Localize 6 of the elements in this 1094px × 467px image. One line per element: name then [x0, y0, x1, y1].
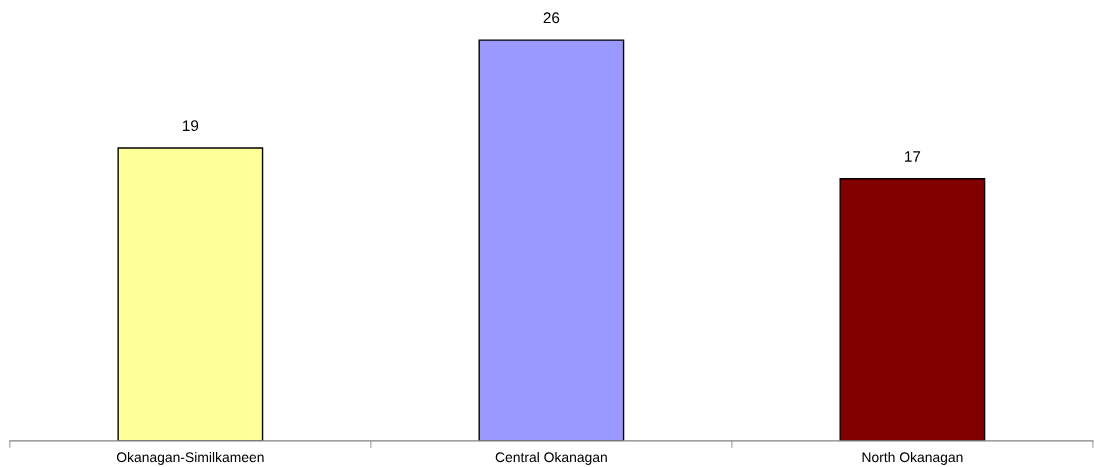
x-tick-label: Okanagan-Similkameen	[116, 451, 264, 465]
data-label: 17	[905, 151, 921, 162]
x-tick-label: Central Okanagan	[495, 451, 607, 465]
x-tick-label: North Okanagan	[862, 451, 963, 465]
data-label: 26	[543, 12, 560, 24]
data-label: 19	[183, 120, 199, 132]
